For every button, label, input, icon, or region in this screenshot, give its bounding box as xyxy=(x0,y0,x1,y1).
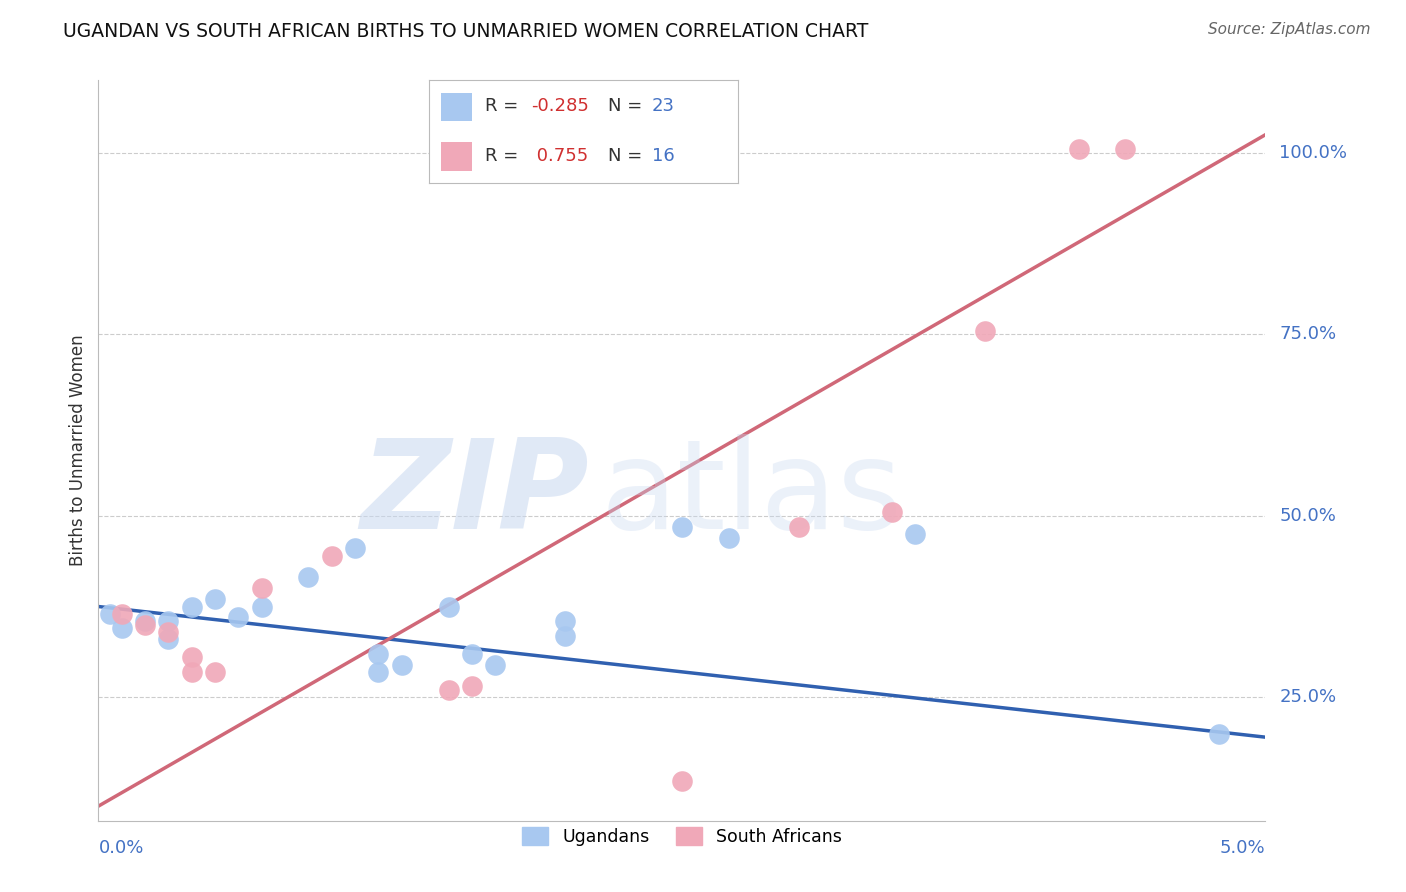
Text: ZIP: ZIP xyxy=(360,434,589,556)
Point xyxy=(157,614,180,628)
Text: 16: 16 xyxy=(651,146,675,165)
Point xyxy=(787,519,810,533)
Text: UGANDAN VS SOUTH AFRICAN BIRTHS TO UNMARRIED WOMEN CORRELATION CHART: UGANDAN VS SOUTH AFRICAN BIRTHS TO UNMAR… xyxy=(63,22,869,41)
Text: 5.0%: 5.0% xyxy=(1220,839,1265,857)
Point xyxy=(157,632,180,647)
Point xyxy=(437,599,460,614)
Point xyxy=(1208,726,1230,740)
Point xyxy=(344,541,367,556)
Point xyxy=(180,650,202,665)
Text: 50.0%: 50.0% xyxy=(1279,507,1336,524)
Text: -0.285: -0.285 xyxy=(531,97,589,115)
Point xyxy=(904,527,927,541)
Point xyxy=(554,628,576,642)
Point xyxy=(250,599,273,614)
Point xyxy=(204,592,226,607)
Point xyxy=(671,519,693,533)
Point xyxy=(111,607,134,621)
Point xyxy=(367,647,389,661)
Point xyxy=(204,665,226,679)
Bar xyxy=(441,93,472,121)
Point xyxy=(391,657,413,672)
Point xyxy=(250,582,273,596)
Point xyxy=(367,665,389,679)
Point xyxy=(228,610,250,624)
Text: 23: 23 xyxy=(651,97,675,115)
Text: R =: R = xyxy=(485,146,523,165)
Point xyxy=(111,621,134,635)
Point xyxy=(157,624,180,639)
Text: 25.0%: 25.0% xyxy=(1279,689,1337,706)
Text: 100.0%: 100.0% xyxy=(1279,144,1347,161)
Point xyxy=(297,570,319,584)
Bar xyxy=(441,142,472,170)
Y-axis label: Births to Unmarried Women: Births to Unmarried Women xyxy=(69,334,87,566)
Point xyxy=(880,505,903,519)
Point xyxy=(554,614,576,628)
Point xyxy=(134,614,156,628)
Point xyxy=(1114,142,1136,156)
Point xyxy=(484,657,506,672)
Text: Source: ZipAtlas.com: Source: ZipAtlas.com xyxy=(1208,22,1371,37)
Point xyxy=(974,324,997,338)
Point xyxy=(321,549,343,563)
Legend: Ugandans, South Africans: Ugandans, South Africans xyxy=(516,820,848,853)
Point xyxy=(671,773,693,788)
Text: 0.755: 0.755 xyxy=(531,146,588,165)
Point xyxy=(437,683,460,698)
Point xyxy=(717,531,740,545)
Point xyxy=(180,665,202,679)
Point xyxy=(134,617,156,632)
Text: 75.0%: 75.0% xyxy=(1279,326,1337,343)
Point xyxy=(98,607,121,621)
Text: 0.0%: 0.0% xyxy=(98,839,143,857)
Text: atlas: atlas xyxy=(600,434,903,556)
Text: N =: N = xyxy=(609,146,648,165)
Point xyxy=(461,647,484,661)
Point xyxy=(180,599,202,614)
Text: N =: N = xyxy=(609,97,648,115)
Point xyxy=(1067,142,1090,156)
Point xyxy=(461,679,484,693)
Text: R =: R = xyxy=(485,97,523,115)
